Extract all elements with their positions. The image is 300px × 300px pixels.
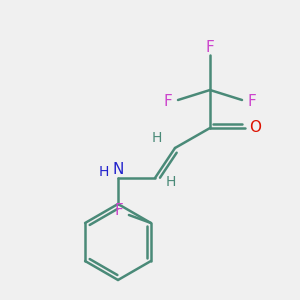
Text: F: F	[248, 94, 256, 110]
Text: H: H	[152, 131, 162, 145]
Text: F: F	[115, 203, 123, 218]
Text: F: F	[206, 40, 214, 56]
Text: H: H	[166, 175, 176, 189]
Text: F: F	[164, 94, 172, 110]
Text: H: H	[99, 165, 109, 179]
Text: O: O	[249, 121, 261, 136]
Text: N: N	[112, 163, 124, 178]
